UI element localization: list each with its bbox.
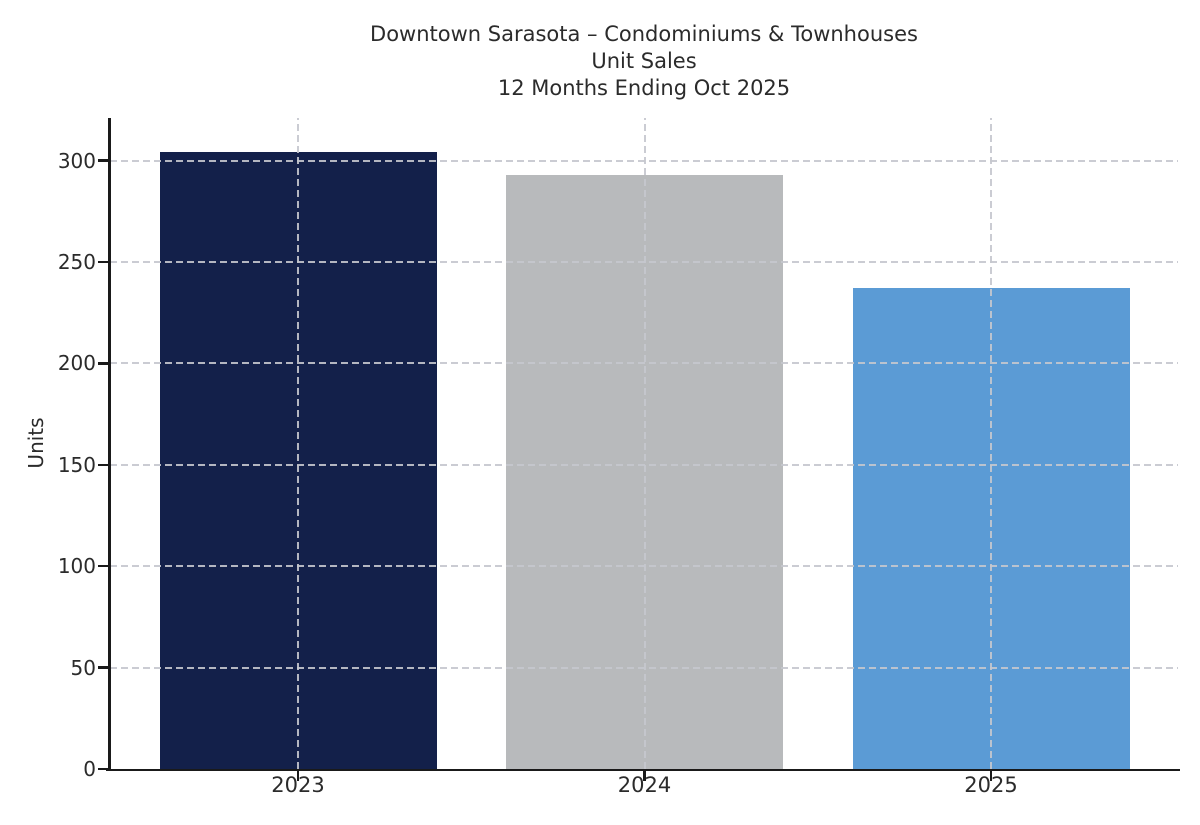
chart-title-line-3: 12 Months Ending Oct 2025 — [497, 76, 791, 100]
y-tick-mark-200 — [98, 362, 108, 365]
x-tick-mark-2023 — [296, 771, 300, 781]
y-tick-mark-50 — [98, 666, 108, 669]
y-tick-label-200: 200 — [57, 351, 96, 376]
y-tick-label-150: 150 — [57, 452, 96, 477]
y-axis-spine — [108, 118, 111, 769]
v-gridline-2024 — [643, 118, 646, 769]
chart-title-line-2: Unit Sales — [591, 49, 697, 73]
y-tick-label-50: 50 — [70, 655, 96, 680]
y-tick-label-0: 0 — [83, 757, 96, 781]
y-tick-mark-250 — [98, 260, 108, 264]
y-tick-label-300: 300 — [57, 148, 96, 173]
x-tick-mark-2024 — [643, 771, 646, 781]
y-tick-mark-0 — [98, 767, 108, 771]
y-tick-label-100: 100 — [57, 554, 96, 579]
v-gridline-2023 — [297, 118, 299, 769]
y-tick-label-250: 250 — [57, 249, 96, 274]
chart-title: Downtown Sarasota – Condominiums & Townh… — [110, 21, 1178, 102]
v-gridline-2025 — [990, 118, 992, 769]
y-tick-mark-150 — [98, 463, 108, 467]
x-tick-mark-2025 — [989, 771, 993, 781]
y-tick-mark-300 — [98, 159, 108, 162]
plot-area: 0 50 100 150 200 250 300 2023 2024 2025 — [58, 118, 1180, 797]
y-tick-mark-100 — [98, 564, 108, 568]
chart-title-line-1: Downtown Sarasota – Condominiums & Townh… — [370, 22, 918, 46]
x-axis-spine — [106, 768, 1180, 771]
